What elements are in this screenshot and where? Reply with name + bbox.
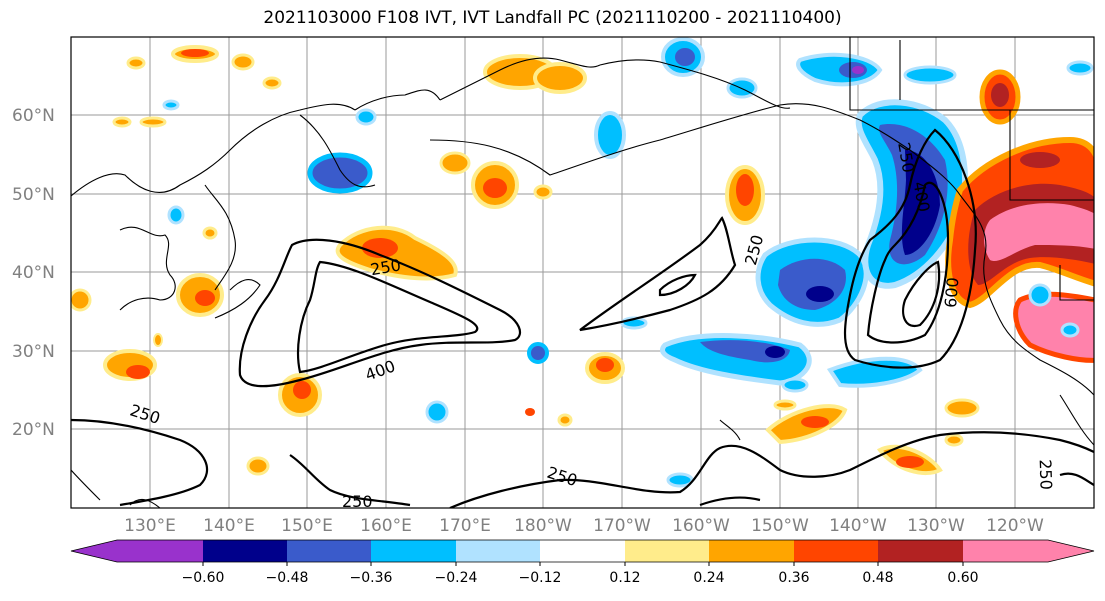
lat-label: 60°N [12, 106, 55, 126]
lon-label: 160°E [360, 516, 412, 536]
map-title: 2021103000 F108 IVT, IVT Landfall PC (20… [263, 8, 842, 28]
colorbar-segment [878, 540, 963, 562]
longitude-labels: 130°E 140°E 150°E 160°E 170°E 180°W 170°… [124, 516, 1044, 536]
colorbar-segment [287, 540, 371, 562]
colorbar-tick-label: −0.24 [435, 570, 478, 586]
latitude-labels: 60°N 50°N 40°N 30°N 20°N [12, 106, 55, 440]
colorbar-tick-label: 0.24 [693, 570, 724, 586]
lat-label: 30°N [12, 342, 55, 362]
lon-label: 120°W [986, 516, 1044, 536]
map-frame [70, 36, 1095, 509]
colorbar-segment [625, 540, 709, 562]
colorbar-tick-label: 0.48 [862, 570, 893, 586]
ivt-contours [71, 128, 1094, 508]
lon-label: 180°W [514, 516, 572, 536]
contour-label: 250 [342, 492, 373, 511]
lon-label: 150°W [751, 516, 809, 536]
lon-label: 170°E [439, 516, 491, 536]
colorbar-segment [540, 540, 625, 562]
colorbar-tick-label: −0.48 [266, 570, 309, 586]
contour-label: 250 [1036, 459, 1056, 490]
lon-label: 140°E [203, 516, 255, 536]
contour-label: 600 [941, 277, 963, 309]
lon-label: 140°W [829, 516, 887, 536]
lat-label: 40°N [12, 263, 55, 283]
coastlines [71, 37, 1094, 508]
colorbar-tick-label: −0.60 [182, 570, 225, 586]
colorbar-tick-label: −0.36 [350, 570, 393, 586]
colorbar-segment [709, 540, 794, 562]
colorbar-segment [963, 540, 1094, 562]
lon-label: 160°W [672, 516, 730, 536]
lon-label: 130°W [907, 516, 965, 536]
colorbar-tick-label: 0.12 [609, 570, 640, 586]
colorbar-segment [456, 540, 540, 562]
lat-label: 50°N [12, 185, 55, 205]
ivt-shading [71, 37, 1094, 488]
colorbar-segment [71, 540, 203, 562]
colorbar-segment [371, 540, 456, 562]
colorbar: −0.60 −0.48 −0.36 −0.24 −0.12 0.12 0.24 0.36 0.4… [70, 539, 1095, 586]
colorbar-segment [203, 540, 287, 562]
colorbar-tick-label: −0.12 [519, 570, 562, 586]
lon-label: 170°W [593, 516, 651, 536]
lon-label: 130°E [124, 516, 176, 536]
colorbar-tick-label: 0.60 [947, 570, 978, 586]
lat-label: 20°N [12, 420, 55, 440]
lon-label: 150°E [281, 516, 333, 536]
colorbar-outline [70, 539, 1095, 563]
colorbar-tick-label: 0.36 [778, 570, 809, 586]
colorbar-segment [794, 540, 878, 562]
